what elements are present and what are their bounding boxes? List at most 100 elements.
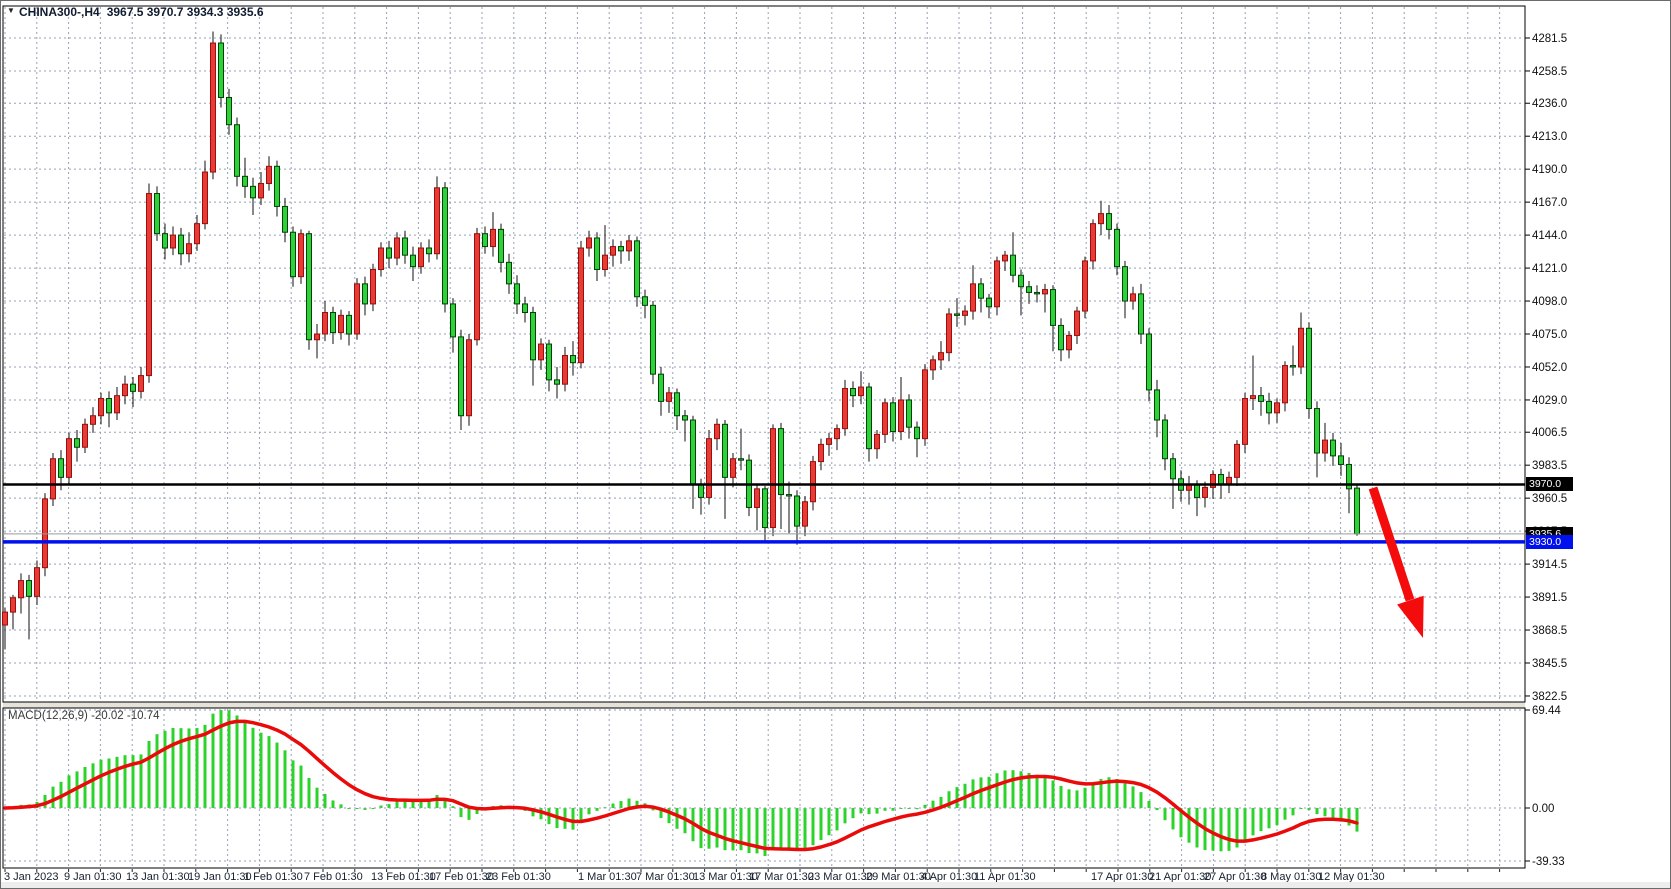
candlestick — [978, 283, 984, 299]
candlestick — [58, 458, 64, 478]
macd-histogram-bar — [1339, 808, 1343, 822]
candlestick — [1042, 289, 1048, 295]
candlestick — [1266, 400, 1272, 414]
candlestick — [626, 240, 632, 252]
candlestick — [778, 428, 784, 496]
macd-histogram-bar — [123, 755, 127, 808]
price-axis-label: 3891.5 — [1532, 592, 1567, 604]
candlestick — [186, 243, 192, 255]
date-label: 29 Mar 01:30 — [866, 871, 931, 883]
macd-histogram-bar — [571, 808, 575, 830]
date-label: 17 Feb 01:30 — [429, 871, 494, 883]
candlestick — [1330, 439, 1336, 457]
candlestick — [938, 352, 944, 361]
macd-histogram-bar — [715, 808, 719, 848]
candlestick — [266, 165, 272, 184]
macd-histogram-bar — [803, 808, 807, 850]
candlestick — [306, 233, 312, 341]
macd-histogram-bar — [283, 750, 287, 808]
macd-histogram-bar — [1051, 780, 1055, 808]
macd-histogram-bar — [187, 728, 191, 808]
chart-dropdown-icon[interactable]: ▼ — [7, 6, 15, 15]
candlestick — [1090, 223, 1096, 262]
macd-histogram-bar — [755, 808, 759, 854]
candlestick — [834, 428, 840, 440]
candlestick — [826, 438, 832, 445]
trend-arrow-shaft[interactable] — [1368, 486, 1415, 602]
macd-histogram-bar — [1259, 808, 1263, 832]
macd-histogram-bar — [1195, 808, 1199, 848]
candlestick — [954, 313, 960, 316]
macd-histogram-bar — [771, 808, 775, 851]
symbol-timeframe-label: CHINA300-,H4 — [19, 5, 100, 19]
macd-histogram-bar — [1267, 808, 1271, 829]
candlestick — [1242, 398, 1248, 445]
candlestick — [1034, 291, 1040, 295]
macd-histogram-bar — [1275, 808, 1279, 826]
macd-histogram-bar — [219, 710, 223, 808]
macd-histogram-bar — [539, 808, 543, 820]
price-axis-label: 4167.0 — [1532, 197, 1567, 209]
macd-histogram-bar — [1035, 774, 1039, 808]
candlestick — [466, 339, 472, 417]
macd-histogram-bar — [795, 808, 799, 851]
macd-axis-label: 0.00 — [1532, 803, 1554, 815]
candlestick — [666, 392, 672, 402]
candlestick — [674, 392, 680, 417]
candlestick — [122, 383, 128, 397]
date-label: 13 Jan 01:30 — [126, 871, 190, 883]
panel-separator[interactable] — [3, 702, 1525, 708]
price-axis-label: 3845.5 — [1532, 658, 1567, 670]
date-label: 1 Feb 01:30 — [244, 871, 303, 883]
macd-histogram-bar — [1083, 787, 1087, 808]
macd-histogram-bar — [459, 808, 463, 818]
chart-title: CHINA300-,H4 3967.5 3970.7 3934.3 3935.6 — [19, 5, 264, 19]
candlestick — [362, 283, 368, 305]
macd-histogram-bar — [251, 727, 255, 808]
candlestick — [994, 260, 1000, 308]
macd-histogram-bar — [819, 808, 823, 841]
macd-histogram-bar — [627, 798, 631, 808]
macd-histogram-bar — [427, 800, 431, 808]
macd-histogram-bar — [1011, 770, 1015, 808]
macd-histogram-bar — [1067, 789, 1071, 808]
macd-histogram-bar — [1003, 770, 1007, 808]
macd-histogram-bar — [267, 736, 271, 808]
macd-axis-label: -39.33 — [1532, 856, 1565, 868]
candlestick — [210, 42, 216, 173]
candlestick — [930, 359, 936, 371]
macd-histogram-bar — [275, 742, 279, 808]
macd-histogram-bar — [1307, 808, 1311, 811]
candlestick — [338, 314, 344, 334]
macd-histogram-bar — [1187, 808, 1191, 843]
price-axis-label: 4258.5 — [1532, 66, 1567, 78]
price-axis-label: 4052.0 — [1532, 362, 1567, 374]
macd-histogram-bar — [203, 724, 207, 808]
candlestick — [610, 246, 616, 256]
candlestick — [642, 296, 648, 306]
candlestick — [874, 433, 880, 450]
candlestick — [914, 426, 920, 440]
candlestick — [866, 386, 872, 450]
candlestick — [850, 387, 856, 397]
macd-histogram-bar — [1235, 808, 1239, 848]
candlestick — [450, 303, 456, 338]
macd-histogram-bar — [115, 756, 119, 808]
macd-histogram-bar — [1027, 772, 1031, 808]
window-bottom-strip — [1, 882, 1670, 888]
macd-histogram-bar — [339, 804, 343, 808]
date-label: 23 Mar 01:30 — [808, 871, 873, 883]
candlestick — [602, 254, 608, 271]
macd-histogram-bar — [1147, 800, 1151, 808]
candlestick — [1138, 293, 1144, 335]
trend-arrow-head[interactable] — [1397, 595, 1424, 638]
price-axis-label: 4236.0 — [1532, 98, 1567, 110]
macd-histogram-bar — [371, 808, 375, 809]
macd-histogram-bar — [579, 808, 583, 822]
main-panel[interactable] — [2, 5, 1526, 703]
candlestick — [794, 495, 800, 527]
macd-histogram-bar — [1283, 808, 1287, 820]
macd-histogram-bar — [955, 787, 959, 808]
candlestick — [1026, 286, 1032, 293]
